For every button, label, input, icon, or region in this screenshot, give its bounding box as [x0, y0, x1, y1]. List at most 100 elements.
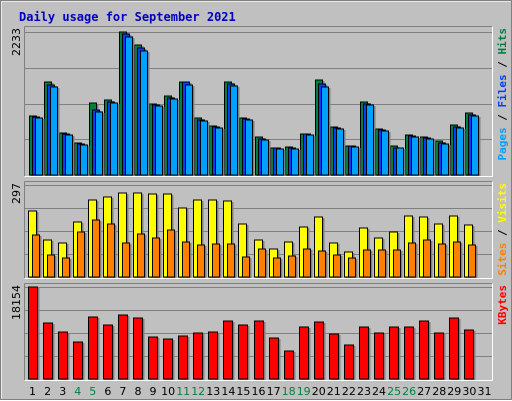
x-tick-label-day-11: 11: [176, 385, 190, 398]
bar-sites-day-7: [122, 242, 130, 278]
bar-kbytes-day-26: [404, 326, 414, 380]
bar-kbytes-day-29: [449, 317, 459, 380]
x-tick-label-day-9: 9: [150, 385, 157, 398]
x-tick-label-day-31: 31: [478, 385, 492, 398]
y-max-label: 2233: [10, 28, 23, 56]
bar-sites-day-25: [393, 249, 401, 278]
series-legend-label: Sites / Visits: [496, 183, 509, 276]
bar-kbytes-day-20: [314, 321, 324, 380]
x-tick-label-day-25: 25: [387, 385, 401, 398]
bar-sites-day-26: [408, 242, 416, 278]
bar-sites-day-11: [182, 241, 190, 278]
bar-pages-day-4: [80, 144, 88, 176]
bar-pages-day-21: [336, 128, 344, 176]
bar-pages-day-27: [426, 138, 434, 176]
legend-part: /: [496, 55, 509, 75]
bar-kbytes-day-23: [359, 326, 369, 380]
bar-kbytes-day-13: [208, 331, 218, 380]
bar-kbytes-day-27: [419, 320, 429, 380]
bar-pages-day-18: [291, 148, 299, 176]
bar-kbytes-day-21: [329, 333, 339, 380]
bar-pages-day-24: [381, 130, 389, 176]
bar-pages-day-25: [396, 147, 404, 176]
bar-pages-day-26: [411, 136, 419, 176]
bar-sites-day-2: [47, 254, 55, 278]
bar-sites-day-14: [227, 243, 235, 278]
x-axis-labels: 1 2 3 4 5 6 7 8 9 10 11 12 13 14 15 16 17 18 19 20 21 22 23 24 2…: [29, 385, 492, 398]
bar-sites-day-4: [77, 231, 85, 278]
x-tick-label-day-24: 24: [372, 385, 386, 398]
y-max-label: 18154: [10, 285, 23, 320]
bar-kbytes-day-15: [238, 324, 248, 380]
x-tick-label-day-13: 13: [206, 385, 220, 398]
legend-part: Files: [496, 74, 509, 107]
x-tick-label-day-30: 30: [462, 385, 476, 398]
bar-kbytes-day-7: [118, 314, 128, 380]
panel-hits_files_pages: 2233 Pages / Files / Hits: [10, 26, 509, 177]
bar-kbytes-day-12: [193, 332, 203, 380]
bar-pages-day-19: [306, 134, 314, 176]
bar-pages-day-30: [471, 115, 479, 176]
bar-pages-day-14: [230, 85, 238, 176]
bar-kbytes-day-1: [28, 286, 38, 380]
bar-sites-day-22: [348, 257, 356, 278]
bar-kbytes-day-25: [389, 326, 399, 380]
x-tick-label-day-28: 28: [432, 385, 446, 398]
bar-sites-day-5: [92, 219, 100, 278]
bar-pages-day-20: [321, 86, 329, 176]
x-tick-label-day-26: 26: [402, 385, 416, 398]
bar-sites-day-30: [468, 244, 476, 278]
bar-pages-day-22: [351, 146, 359, 176]
x-tick-label-day-14: 14: [221, 385, 235, 398]
bar-sites-day-20: [318, 250, 326, 278]
x-tick-label-day-22: 22: [342, 385, 356, 398]
bar-pages-day-12: [200, 120, 208, 176]
bar-kbytes-day-2: [43, 322, 53, 380]
bar-kbytes-day-8: [133, 317, 143, 380]
bar-pages-day-8: [140, 50, 148, 176]
bar-pages-day-10: [170, 98, 178, 176]
bar-pages-day-29: [456, 127, 464, 176]
legend-part: Visits: [496, 183, 509, 223]
legend-part: Sites: [496, 243, 509, 276]
bar-kbytes-day-17: [269, 337, 279, 380]
x-tick-label-day-20: 20: [312, 385, 326, 398]
bar-pages-day-9: [155, 105, 163, 176]
bar-sites-day-1: [32, 234, 40, 278]
bar-sites-day-12: [197, 244, 205, 278]
panel-visits_sites: 297 Sites / Visits: [10, 181, 509, 279]
series-legend-label: Pages / Files / Hits: [496, 28, 509, 161]
bar-sites-day-9: [152, 237, 160, 278]
x-tick-label-day-6: 6: [104, 385, 111, 398]
x-tick-label-day-4: 4: [74, 385, 81, 398]
chart-title: Daily usage for September 2021: [19, 10, 236, 24]
bar-sites-day-17: [273, 257, 281, 278]
bar-sites-day-15: [242, 256, 250, 278]
bar-kbytes-day-4: [73, 341, 83, 380]
bar-kbytes-day-10: [163, 338, 173, 380]
bar-sites-day-13: [212, 243, 220, 278]
legend-part: /: [496, 108, 509, 128]
x-tick-label-day-27: 27: [417, 385, 431, 398]
bar-kbytes-day-6: [103, 324, 113, 380]
x-tick-label-day-3: 3: [59, 385, 66, 398]
bar-pages-day-3: [65, 134, 73, 176]
bar-pages-day-13: [215, 127, 223, 176]
bar-sites-day-28: [438, 243, 446, 278]
bar-kbytes-day-30: [464, 329, 474, 380]
bar-pages-day-23: [366, 104, 374, 176]
bar-sites-day-29: [453, 241, 461, 278]
bar-pages-day-17: [276, 148, 284, 176]
bar-kbytes-day-9: [148, 336, 158, 380]
x-tick-label-day-2: 2: [44, 385, 51, 398]
bar-pages-day-11: [185, 84, 193, 176]
bar-sites-day-24: [378, 249, 386, 278]
legend-part: Pages: [496, 127, 509, 160]
x-tick-label-day-18: 18: [282, 385, 296, 398]
bar-pages-day-28: [441, 143, 449, 176]
bar-pages-day-15: [245, 119, 253, 176]
bar-sites-day-3: [62, 257, 70, 278]
bar-kbytes-day-16: [254, 320, 264, 380]
bar-sites-day-19: [303, 248, 311, 278]
